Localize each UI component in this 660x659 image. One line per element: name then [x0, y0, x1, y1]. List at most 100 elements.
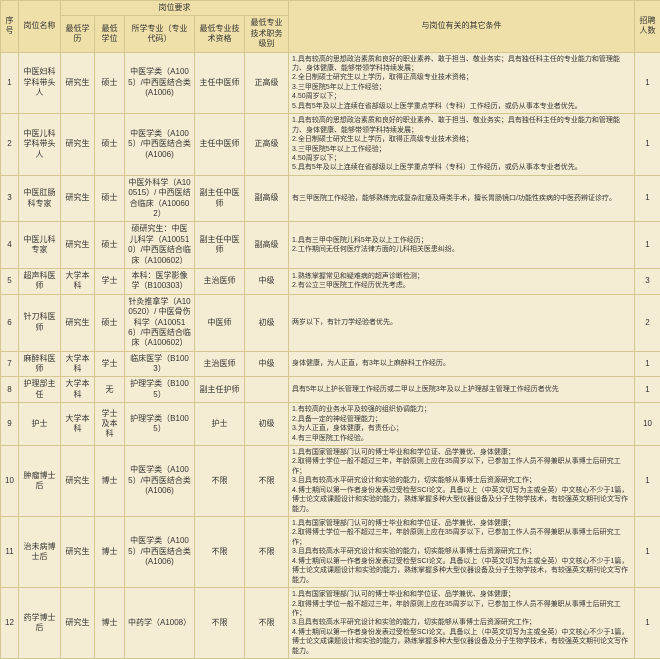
cell-seq: 7	[1, 351, 19, 377]
cell-edu: 研究生	[61, 588, 95, 659]
cell-seq: 4	[1, 222, 19, 269]
cell-conditions: 1.具有三甲中医院儿科5年及以上工作经历；2.工作期间无任何医疗法律方面的儿科相…	[289, 222, 635, 269]
cell-deg: 博士	[95, 588, 125, 659]
cell-name: 治未病博士后	[19, 517, 61, 588]
header-row-1: 序号 岗位名称 岗位要求 与岗位有关的其它条件 招聘人数	[1, 1, 660, 16]
h-major: 所学专业（专业代码）	[125, 16, 195, 52]
cell-name: 护理部主任	[19, 377, 61, 403]
cell-count: 1	[635, 351, 660, 377]
cell-name: 护士	[19, 403, 61, 446]
cell-seq: 3	[1, 175, 19, 222]
cell-seq: 1	[1, 52, 19, 114]
table-row: 12药学博士后研究生博士中药学（A1008）不限不限1.具有国家管理部门认可的博…	[1, 588, 660, 659]
cell-major: 硕研究生：中医儿科学（A100510）/中西医结合临床（A100602）	[125, 222, 195, 269]
cell-qual: 主任中医师	[195, 52, 245, 114]
cell-qual: 护士	[195, 403, 245, 446]
cell-qual: 不限	[195, 445, 245, 516]
cell-count: 1	[635, 222, 660, 269]
cell-deg: 硕士	[95, 175, 125, 222]
cell-edu: 研究生	[61, 114, 95, 176]
cell-edu: 研究生	[61, 222, 95, 269]
cell-rank: 不限	[245, 445, 289, 516]
table-row: 6针刀科医师研究生硕士针灸推拿学（A100520）/ 中医骨伤科学（A10051…	[1, 294, 660, 351]
cell-major: 中药学（A1008）	[125, 588, 195, 659]
cell-seq: 5	[1, 268, 19, 294]
cell-conditions: 两岁以下，有针刀学经验者优先。	[289, 294, 635, 351]
cell-qual: 副主任中医师	[195, 222, 245, 269]
cell-deg: 无	[95, 377, 125, 403]
cell-qual: 不限	[195, 588, 245, 659]
recruitment-table: 序号 岗位名称 岗位要求 与岗位有关的其它条件 招聘人数 最低学历 最低学位 所…	[0, 0, 660, 659]
cell-count: 1	[635, 114, 660, 176]
h-seq: 序号	[1, 1, 19, 53]
cell-conditions: 1.具有国家管理部门认可的博士毕业和和学位证、品学兼优、身体健康；2.取得博士学…	[289, 517, 635, 588]
cell-edu: 研究生	[61, 294, 95, 351]
cell-name: 药学博士后	[19, 588, 61, 659]
table-row: 10肿瘤博士后研究生博士中医学类（A1005）/中西医结合类(A1006)不限不…	[1, 445, 660, 516]
h-count: 招聘人数	[635, 1, 660, 53]
cell-qual: 中医师	[195, 294, 245, 351]
cell-seq: 2	[1, 114, 19, 176]
cell-edu: 大学本科	[61, 377, 95, 403]
cell-conditions: 1.具有较高的思想政治素质和良好的职业素养、敢于担当、敬业务实；具有独任科主任的…	[289, 114, 635, 176]
cell-seq: 10	[1, 445, 19, 516]
cell-edu: 研究生	[61, 445, 95, 516]
cell-major: 本科：医学影像学（B100303）	[125, 268, 195, 294]
table-row: 7麻醉科医师大学本科学士临床医学（B1003）主治医师中级身体健康，为人正直，有…	[1, 351, 660, 377]
h-deg: 最低学位	[95, 16, 125, 52]
cell-count: 1	[635, 52, 660, 114]
h-req: 岗位要求	[61, 1, 289, 16]
table-row: 5超声科医师大学本科学士本科：医学影像学（B100303）主治医师中级1.熟练掌…	[1, 268, 660, 294]
cell-conditions: 1.有较高的业务水平及较强的组织协调能力；2.具备一定的神经管理能力；3.为人正…	[289, 403, 635, 446]
table-row: 2中医儿科学科带头人研究生硕士中医学类（A1005）/中西医结合类(A1006)…	[1, 114, 660, 176]
cell-count: 3	[635, 268, 660, 294]
table-row: 1中医妇科学科带头人研究生硕士中医学类（A1005）/中西医结合类(A1006)…	[1, 52, 660, 114]
cell-conditions: 具有5年以上护长管理工作经历或二甲以上医院3年及以上护理部主管理工作经历者优先	[289, 377, 635, 403]
cell-seq: 9	[1, 403, 19, 446]
cell-qual: 主治医师	[195, 268, 245, 294]
cell-edu: 大学本科	[61, 351, 95, 377]
cell-rank: 不限	[245, 588, 289, 659]
cell-edu: 研究生	[61, 175, 95, 222]
cell-count: 10	[635, 403, 660, 446]
cell-major: 中医学类（A1005）/中西医结合类(A1006)	[125, 517, 195, 588]
table-row: 3中医肛肠科专家研究生硕士中医外科学（A100515）/ 中西医结合临床（A10…	[1, 175, 660, 222]
cell-count: 1	[635, 377, 660, 403]
cell-qual: 副主任中医师	[195, 175, 245, 222]
cell-conditions: 1.具有国家管理部门认可的博士毕业和和学位证、品学兼优、身体健康；2.取得博士学…	[289, 445, 635, 516]
table-row: 11治未病博士后研究生博士中医学类（A1005）/中西医结合类(A1006)不限…	[1, 517, 660, 588]
cell-deg: 硕士	[95, 52, 125, 114]
cell-name: 中医儿科学科带头人	[19, 114, 61, 176]
cell-name: 中医儿科专家	[19, 222, 61, 269]
cell-conditions: 身体健康，为人正直，有3年以上麻醉科工作经历。	[289, 351, 635, 377]
cell-qual: 主任中医师	[195, 114, 245, 176]
cell-deg: 硕士	[95, 222, 125, 269]
cell-rank: 中级	[245, 268, 289, 294]
cell-major: 针灸推拿学（A100520）/ 中医骨伤科学（A100516）/中西医结合临床（…	[125, 294, 195, 351]
cell-name: 中医肛肠科专家	[19, 175, 61, 222]
cell-deg: 硕士	[95, 294, 125, 351]
cell-edu: 大学本科	[61, 268, 95, 294]
cell-major: 中医外科学（A100515）/ 中西医结合临床（A100602）	[125, 175, 195, 222]
cell-conditions: 有三甲医院工作经验，能够熟练完成复杂肛瘘及痔类手术，擅长胃肠镜口/功能性疾病的中…	[289, 175, 635, 222]
h-rank: 最低专业技术职务级别	[245, 16, 289, 52]
cell-seq: 12	[1, 588, 19, 659]
cell-name: 麻醉科医师	[19, 351, 61, 377]
cell-rank: 初级	[245, 403, 289, 446]
cell-seq: 11	[1, 517, 19, 588]
cell-count: 1	[635, 445, 660, 516]
table-row: 4中医儿科专家研究生硕士硕研究生：中医儿科学（A100510）/中西医结合临床（…	[1, 222, 660, 269]
cell-edu: 研究生	[61, 517, 95, 588]
cell-deg: 学士	[95, 351, 125, 377]
cell-rank: 正高级	[245, 114, 289, 176]
table-row: 9护士大学本科学士及本科护理学类（B1005）护士初级1.有较高的业务水平及较强…	[1, 403, 660, 446]
cell-major: 中医学类（A1005）/中西医结合类(A1006)	[125, 445, 195, 516]
cell-rank: 副高级	[245, 222, 289, 269]
cell-deg: 博士	[95, 445, 125, 516]
cell-edu: 大学本科	[61, 403, 95, 446]
cell-qual: 副主任护师	[195, 377, 245, 403]
cell-deg: 硕士	[95, 114, 125, 176]
cell-major: 中医学类（A1005）/中西医结合类(A1006)	[125, 52, 195, 114]
cell-name: 针刀科医师	[19, 294, 61, 351]
h-name: 岗位名称	[19, 1, 61, 53]
